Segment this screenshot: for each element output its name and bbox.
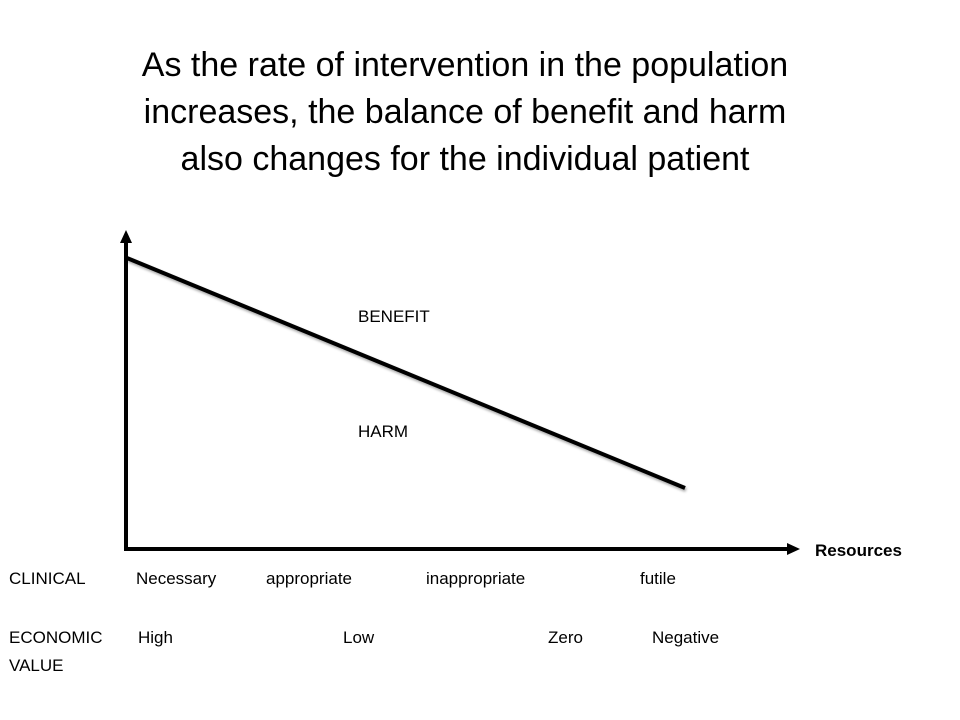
clinical-value-inappropriate: inappropriate [426,569,526,588]
economic-value-low: Low [343,628,375,647]
slide-title: As the rate of intervention in the popul… [0,42,930,183]
economic-value-negative: Negative [652,628,720,647]
economic-value-zero: Zero [548,628,583,647]
economic-value-high: High [138,628,173,647]
y-axis-arrowhead [120,230,132,243]
clinical-value-necessary: Necessary [136,569,217,588]
title-line-2: increases, the balance of benefit and ha… [143,93,787,131]
benefit-line [126,256,686,490]
harm-label: HARM [358,422,409,441]
benefit-label: BENEFIT [358,307,430,326]
clinical-value-futile: futile [640,569,676,588]
economic-row-label-line1: ECONOMIC [9,628,103,647]
title-line-1: As the rate of intervention in the popul… [141,46,789,84]
x-axis-label: Resources [815,541,902,560]
clinical-value-appropriate: appropriate [266,569,353,588]
economic-row-label-line2: VALUE [9,656,64,675]
clinical-row-label: CLINICAL [9,569,86,588]
x-axis-arrowhead [787,543,800,555]
title-line-3: also changes for the individual patient [180,140,750,178]
